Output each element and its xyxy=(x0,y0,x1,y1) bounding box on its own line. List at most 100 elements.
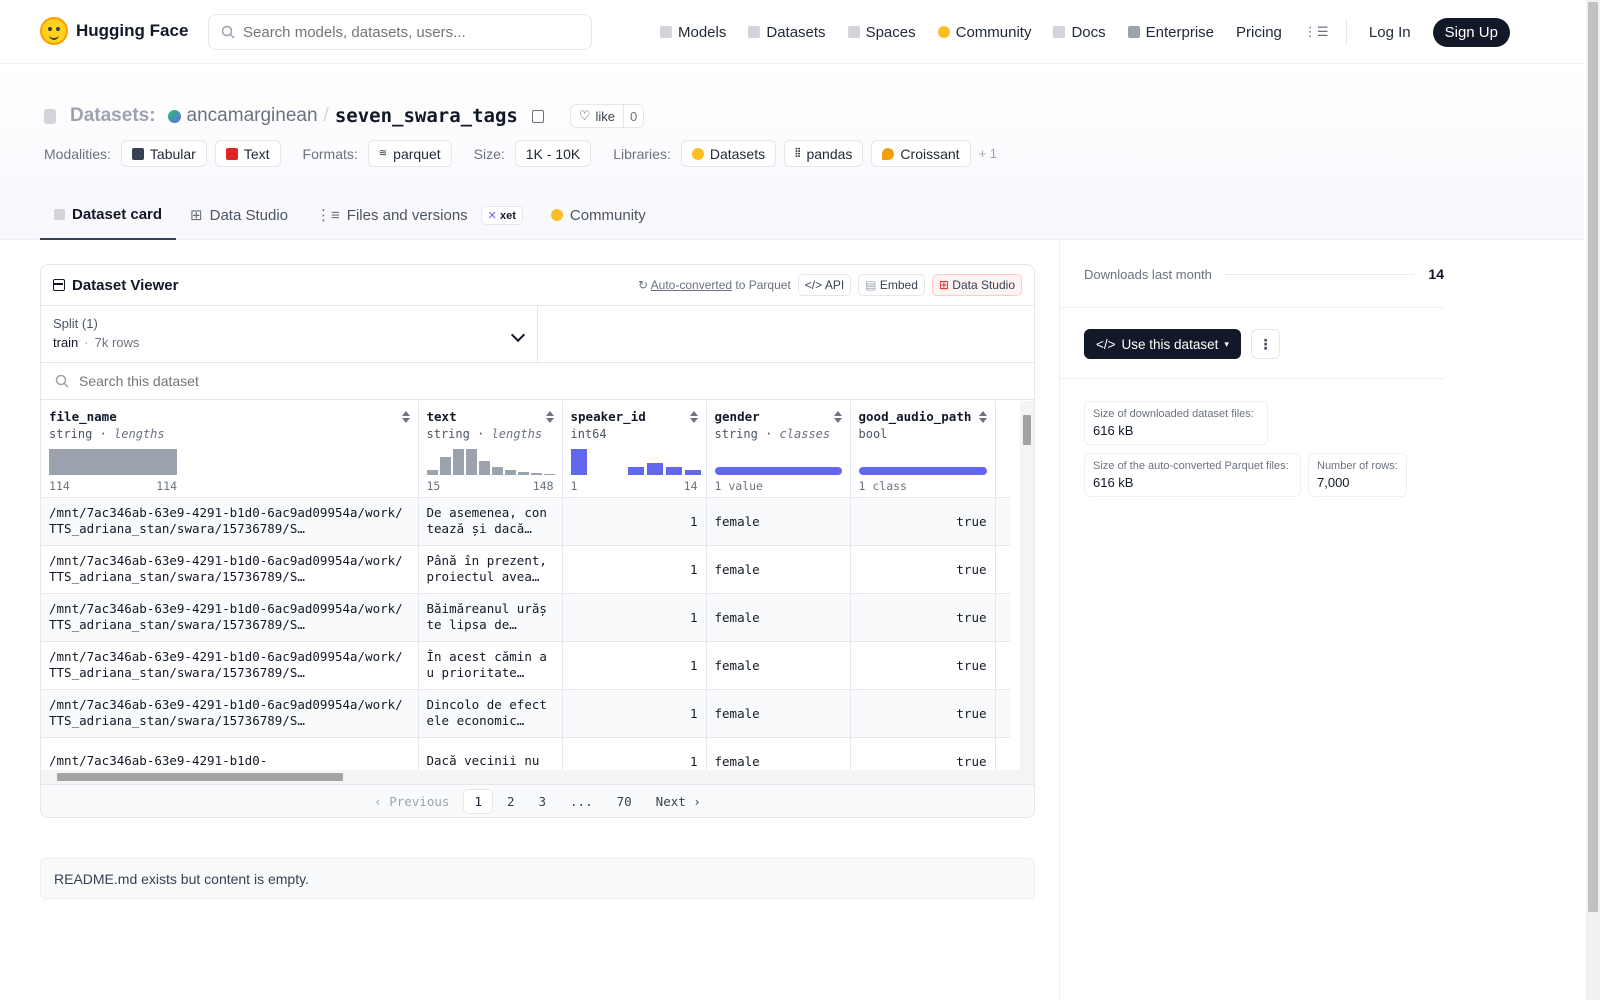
nav-datasets[interactable]: Datasets xyxy=(748,24,826,41)
cell-good-audio-path[interactable]: true xyxy=(850,641,996,690)
histogram-bar[interactable] xyxy=(627,466,644,475)
horizontal-scrollbar[interactable] xyxy=(41,770,1034,784)
histogram-bar[interactable] xyxy=(478,460,490,475)
cell-speaker-id[interactable]: 1 xyxy=(562,689,707,738)
cell-gender[interactable]: female xyxy=(706,497,851,546)
global-search[interactable] xyxy=(208,14,592,50)
cell-speaker-id[interactable]: 1 xyxy=(562,737,707,770)
histogram-bar[interactable] xyxy=(543,473,555,475)
repo-owner[interactable]: ancamarginean xyxy=(186,105,318,126)
previous-page-button[interactable]: ‹ Previous xyxy=(374,794,450,809)
cell-gender[interactable]: female xyxy=(706,641,851,690)
login-link[interactable]: Log In xyxy=(1368,23,1411,41)
col-speaker-id[interactable]: speaker_id int64 1 14 xyxy=(562,401,707,498)
histogram-bar[interactable] xyxy=(49,448,177,475)
histogram-bar[interactable] xyxy=(452,448,464,475)
table-row[interactable]: /mnt/7ac346ab-63e9-4291-b1d0-6ac9ad09954… xyxy=(41,593,1011,642)
scroll-thumb[interactable] xyxy=(57,773,343,781)
nav-spaces[interactable]: Spaces xyxy=(847,24,916,41)
data-studio-button[interactable]: ⊞ Data Studio xyxy=(931,274,1022,296)
cell-file-name[interactable]: /mnt/7ac346ab-63e9-4291-b1d0-6ac9ad09954… xyxy=(41,545,419,594)
table-row[interactable]: /mnt/7ac346ab-63e9-4291-b1d0-6ac9ad09954… xyxy=(41,689,1011,738)
table-row[interactable]: /mnt/7ac346ab-63e9-4291-b1d0- Dacă vecini… xyxy=(41,737,1011,770)
sort-icon[interactable] xyxy=(833,411,842,423)
cell-speaker-id[interactable]: 1 xyxy=(562,497,707,546)
tab-data-studio[interactable]: ⊞ Data Studio xyxy=(176,190,302,240)
use-this-dataset-button[interactable]: </> Use this dataset ▾ xyxy=(1084,329,1241,359)
cell-text[interactable]: În acest cămin au prioritate… xyxy=(418,641,563,690)
cell-gender[interactable]: female xyxy=(706,737,851,770)
cell-text[interactable]: Dacă vecinii nu xyxy=(418,737,563,770)
cell-file-name[interactable]: /mnt/7ac346ab-63e9-4291-b1d0-6ac9ad09954… xyxy=(41,593,419,642)
page-button[interactable]: 1 xyxy=(463,789,493,814)
api-button[interactable]: </> API xyxy=(797,274,852,296)
cell-text[interactable]: Până în prezent, proiectul avea… xyxy=(418,545,563,594)
cell-speaker-id[interactable]: 1 xyxy=(562,593,707,642)
more-options-icon[interactable]: ⋮ xyxy=(1251,329,1280,359)
tag-croissant[interactable]: Croissant xyxy=(871,140,971,167)
tab-community[interactable]: Community xyxy=(537,190,660,240)
nav-pricing[interactable]: Pricing xyxy=(1236,24,1282,41)
dataset-search[interactable] xyxy=(41,363,1034,400)
next-page-button[interactable]: Next › xyxy=(655,794,701,809)
tab-files-versions[interactable]: ⋮≡ Files and versions ✕ xet xyxy=(302,190,537,240)
tag-parquet[interactable]: ≋ parquet xyxy=(367,140,452,167)
tag-pandas[interactable]: ⦙⦙ pandas xyxy=(784,140,864,167)
histogram-bar[interactable] xyxy=(570,448,587,475)
col-text[interactable]: text string · lengths xyxy=(418,401,563,498)
tab-dataset-card[interactable]: Dataset card xyxy=(40,190,177,240)
cell-good-audio-path[interactable]: true xyxy=(850,545,996,594)
nav-enterprise[interactable]: Enterprise xyxy=(1127,24,1214,41)
like-button[interactable]: ♡ like 0 xyxy=(569,104,645,128)
page-button[interactable]: 3 xyxy=(538,794,547,809)
table-row[interactable]: /mnt/7ac346ab-63e9-4291-b1d0-6ac9ad09954… xyxy=(41,545,1011,594)
cell-speaker-id[interactable]: 1 xyxy=(562,641,707,690)
repo-name[interactable]: seven_swara_tags xyxy=(334,105,518,127)
page-button[interactable]: 70 xyxy=(616,794,632,809)
cell-good-audio-path[interactable]: true xyxy=(850,593,996,642)
more-menu-icon[interactable]: ⋮☰ xyxy=(1303,24,1329,39)
signup-button[interactable]: Sign Up xyxy=(1432,17,1510,47)
sort-icon[interactable] xyxy=(978,411,987,423)
more-libraries[interactable]: + 1 xyxy=(978,146,997,161)
histogram-bar[interactable] xyxy=(465,448,477,475)
dataset-search-input[interactable] xyxy=(79,373,679,389)
histogram-bar[interactable] xyxy=(504,469,516,475)
scroll-thumb[interactable] xyxy=(1023,415,1031,445)
copy-icon[interactable] xyxy=(531,109,544,123)
cell-file-name[interactable]: /mnt/7ac346ab-63e9-4291-b1d0-6ac9ad09954… xyxy=(41,497,419,546)
histogram-bar[interactable] xyxy=(665,466,682,475)
nav-community[interactable]: Community xyxy=(937,24,1031,41)
col-good-audio-path[interactable]: good_audio_path bool 1 class xyxy=(850,401,996,498)
page-button[interactable]: 2 xyxy=(506,794,515,809)
cell-gender[interactable]: female xyxy=(706,593,851,642)
global-search-input[interactable] xyxy=(243,23,563,41)
cell-gender[interactable]: female xyxy=(706,689,851,738)
histogram-bar[interactable] xyxy=(646,462,663,475)
vertical-scrollbar[interactable] xyxy=(1020,401,1034,770)
sort-icon[interactable] xyxy=(689,411,698,423)
cell-file-name[interactable]: /mnt/7ac346ab-63e9-4291-b1d0-6ac9ad09954… xyxy=(41,641,419,690)
col-file-name[interactable]: file_name string · lengths 114 114 xyxy=(41,401,419,498)
brand-logo[interactable]: Hugging Face xyxy=(40,17,188,45)
histogram-bar[interactable] xyxy=(684,469,701,475)
cell-file-name[interactable]: /mnt/7ac346ab-63e9-4291-b1d0- xyxy=(41,737,419,770)
histogram-bar[interactable] xyxy=(491,466,503,475)
sort-icon[interactable] xyxy=(545,411,554,423)
cell-text[interactable]: Băimăreanul urăște lipsa de… xyxy=(418,593,563,642)
cell-text[interactable]: Dincolo de efectele economic… xyxy=(418,689,563,738)
cell-text[interactable]: De asemenea, contează și dacă… xyxy=(418,497,563,546)
histogram-bar[interactable] xyxy=(439,456,451,475)
cell-speaker-id[interactable]: 1 xyxy=(562,545,707,594)
cell-gender[interactable]: female xyxy=(706,545,851,594)
histogram-bar[interactable] xyxy=(530,472,542,475)
cell-good-audio-path[interactable]: true xyxy=(850,689,996,738)
table-row[interactable]: /mnt/7ac346ab-63e9-4291-b1d0-6ac9ad09954… xyxy=(41,497,1011,546)
histogram-bar[interactable] xyxy=(426,469,438,475)
cell-good-audio-path[interactable]: true xyxy=(850,497,996,546)
page-scroll-thumb[interactable] xyxy=(1588,2,1598,912)
page-scrollbar[interactable] xyxy=(1586,0,1600,1000)
tag-datasets-lib[interactable]: Datasets xyxy=(680,140,777,167)
class-bar[interactable] xyxy=(714,466,842,475)
auto-converted-link[interactable]: Auto-converted xyxy=(650,278,733,292)
